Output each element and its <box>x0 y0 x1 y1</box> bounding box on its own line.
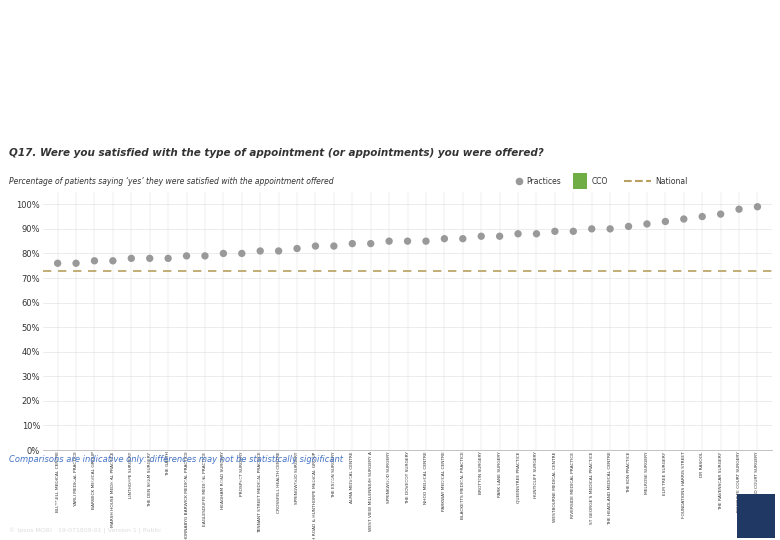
Text: Percentage of patients saying ‘yes’ they were satisfied with the appointment off: Percentage of patients saying ‘yes’ they… <box>9 177 334 186</box>
Text: Practices: Practices <box>526 177 562 186</box>
Point <box>125 254 137 262</box>
Bar <box>737 495 775 538</box>
Text: Base: All who tried to make an appointment since being registered: National (679: Base: All who tried to make an appointme… <box>9 478 513 484</box>
Point <box>548 227 561 235</box>
Point <box>751 202 764 211</box>
Point <box>88 256 101 265</box>
Point <box>512 230 524 238</box>
Point <box>494 232 506 240</box>
Text: CCO: CCO <box>591 177 608 186</box>
Point <box>236 249 248 258</box>
Point <box>678 215 690 224</box>
Text: Social Research Institute: Social Research Institute <box>9 512 105 522</box>
Bar <box>573 173 587 188</box>
Point <box>475 232 488 240</box>
Text: © Ipsos MORI   19-071809-01 | Version 1 | Public: © Ipsos MORI 19-071809-01 | Version 1 | … <box>9 528 161 535</box>
Point <box>567 227 580 235</box>
Point <box>328 242 340 251</box>
Point <box>640 220 653 228</box>
Point <box>144 254 156 262</box>
Point <box>733 205 746 213</box>
Point <box>420 237 432 246</box>
Point <box>604 225 616 233</box>
Point <box>254 247 267 255</box>
Point <box>309 242 321 251</box>
Point <box>456 234 469 243</box>
Point <box>180 252 193 260</box>
Point <box>402 237 414 246</box>
Point <box>438 234 451 243</box>
Text: Ipsos MORI: Ipsos MORI <box>9 499 70 509</box>
Point <box>346 239 359 248</box>
Text: Comparisons are indicative only: differences may not be statistically significan: Comparisons are indicative only: differe… <box>9 456 343 464</box>
Point <box>364 239 377 248</box>
Text: 33: 33 <box>381 509 399 523</box>
Point <box>217 249 229 258</box>
Point <box>162 254 175 262</box>
Point <box>70 259 83 268</box>
Point <box>622 222 635 231</box>
Text: how the CCG’s practices compare: how the CCG’s practices compare <box>9 107 324 125</box>
Point <box>199 252 211 260</box>
Point <box>291 244 303 253</box>
Point <box>696 212 708 221</box>
Point <box>659 217 672 226</box>
Text: National: National <box>655 177 688 186</box>
Text: Q17. Were you satisfied with the type of appointment (or appointments) you were : Q17. Were you satisfied with the type of… <box>9 147 544 158</box>
Point <box>51 259 64 268</box>
Point <box>272 247 285 255</box>
Point <box>714 210 727 219</box>
Point <box>586 225 598 233</box>
Point <box>107 256 119 265</box>
Point <box>530 230 543 238</box>
Point <box>383 237 395 246</box>
Text: Satisfaction with appointment offered:: Satisfaction with appointment offered: <box>9 73 375 91</box>
